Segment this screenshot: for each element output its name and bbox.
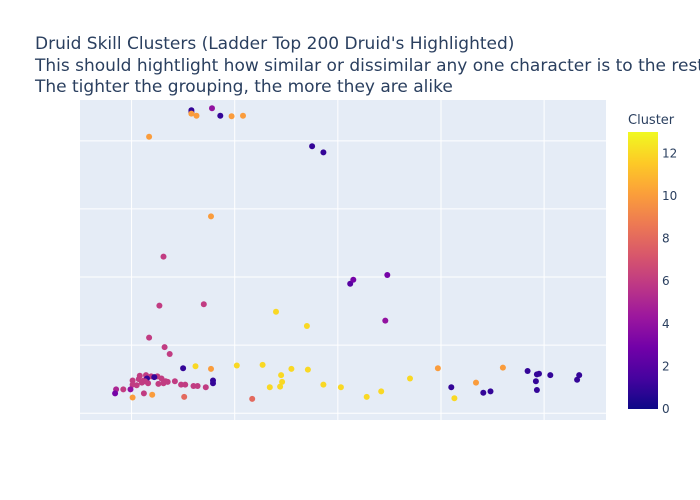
data-point[interactable] (67, 342, 73, 348)
data-point[interactable] (151, 374, 158, 381)
gridlines (80, 100, 606, 420)
data-point[interactable] (181, 393, 188, 400)
data-point[interactable] (279, 378, 286, 385)
data-point[interactable] (193, 112, 200, 119)
data-point[interactable] (576, 372, 583, 379)
data-point[interactable] (278, 372, 285, 379)
data-point[interactable] (304, 366, 311, 373)
data-point[interactable] (309, 143, 316, 150)
data-point[interactable] (448, 384, 455, 391)
data-point[interactable] (160, 253, 167, 260)
colorbar: Cluster 0 2 4 6 8 10 12 (628, 113, 677, 416)
data-point[interactable] (190, 383, 197, 389)
data-point[interactable] (192, 363, 199, 370)
data-point[interactable] (363, 393, 370, 400)
data-point[interactable] (259, 361, 266, 368)
chart-title: Druid Skill Clusters (Ladder Top 200 Dru… (35, 34, 700, 99)
data-point[interactable] (451, 395, 458, 402)
colorbar-tick-label: 4 (662, 317, 670, 331)
data-point[interactable] (547, 372, 554, 379)
data-point[interactable] (210, 380, 216, 387)
data-point[interactable] (129, 377, 136, 384)
data-point[interactable] (320, 381, 327, 388)
data-point[interactable] (228, 113, 235, 120)
data-point[interactable] (574, 376, 581, 383)
data-point[interactable] (156, 302, 163, 309)
data-point[interactable] (499, 364, 506, 371)
chart-title-line-2: This should hightlight how similar or di… (35, 55, 700, 76)
data-point[interactable] (171, 378, 178, 385)
data-point[interactable] (233, 362, 240, 369)
data-point[interactable] (112, 390, 119, 397)
data-point[interactable] (536, 370, 542, 377)
data-point[interactable] (178, 381, 185, 388)
data-point[interactable] (161, 344, 168, 351)
data-point[interactable] (273, 308, 279, 315)
colorbar-tick-label: 8 (662, 232, 670, 246)
data-point[interactable] (487, 388, 494, 395)
data-point[interactable] (127, 386, 134, 393)
data-point[interactable] (524, 368, 531, 374)
colorbar-tick-label: 6 (662, 274, 670, 288)
chart-title-line-1: Druid Skill Clusters (Ladder Top 200 Dru… (35, 34, 515, 54)
data-point[interactable] (140, 390, 147, 397)
data-point[interactable] (434, 365, 441, 372)
data-point[interactable] (182, 381, 189, 388)
data-point[interactable] (146, 133, 153, 140)
plot-background (80, 100, 606, 420)
data-point[interactable] (120, 386, 127, 393)
data-point[interactable] (337, 384, 344, 391)
data-point[interactable] (532, 378, 539, 385)
data-point[interactable] (378, 388, 385, 395)
data-point[interactable] (188, 110, 195, 117)
data-point[interactable] (146, 334, 153, 341)
data-point[interactable] (303, 323, 310, 329)
data-point[interactable] (473, 379, 479, 386)
data-point[interactable] (208, 365, 214, 372)
data-point[interactable] (266, 384, 273, 391)
data-point[interactable] (166, 351, 173, 357)
colorbar-gradient (628, 132, 658, 409)
colorbar-tick-label: 0 (662, 402, 670, 416)
data-point[interactable] (249, 395, 256, 402)
colorbar-tick-label: 10 (662, 189, 677, 203)
data-point[interactable] (149, 391, 156, 398)
data-point[interactable] (382, 317, 389, 324)
data-point[interactable] (533, 387, 540, 393)
data-point[interactable] (480, 389, 487, 396)
data-point[interactable] (162, 378, 169, 385)
data-point[interactable] (129, 394, 136, 401)
data-point[interactable] (209, 105, 215, 112)
data-point[interactable] (133, 382, 140, 389)
data-points[interactable] (67, 105, 583, 402)
data-point[interactable] (200, 301, 207, 308)
colorbar-tick-label: 12 (662, 146, 677, 160)
data-point[interactable] (407, 375, 413, 382)
data-point[interactable] (217, 112, 224, 119)
colorbar-ticks: 0 2 4 6 8 10 12 (662, 146, 677, 416)
data-point[interactable] (350, 276, 357, 283)
data-point[interactable] (202, 384, 209, 391)
chart-title-line-3: The tighter the grouping, the more they … (35, 77, 453, 97)
colorbar-tick-label: 2 (662, 359, 670, 373)
data-point[interactable] (288, 365, 295, 372)
colorbar-title: Cluster (628, 113, 675, 128)
data-point[interactable] (155, 380, 162, 387)
data-point[interactable] (277, 383, 284, 390)
data-point[interactable] (180, 365, 187, 372)
data-point[interactable] (384, 272, 391, 278)
data-point[interactable] (145, 380, 152, 387)
data-point[interactable] (320, 149, 327, 156)
data-point[interactable] (194, 383, 201, 389)
data-point[interactable] (208, 213, 214, 220)
data-point[interactable] (347, 280, 354, 287)
data-point[interactable] (240, 112, 246, 119)
